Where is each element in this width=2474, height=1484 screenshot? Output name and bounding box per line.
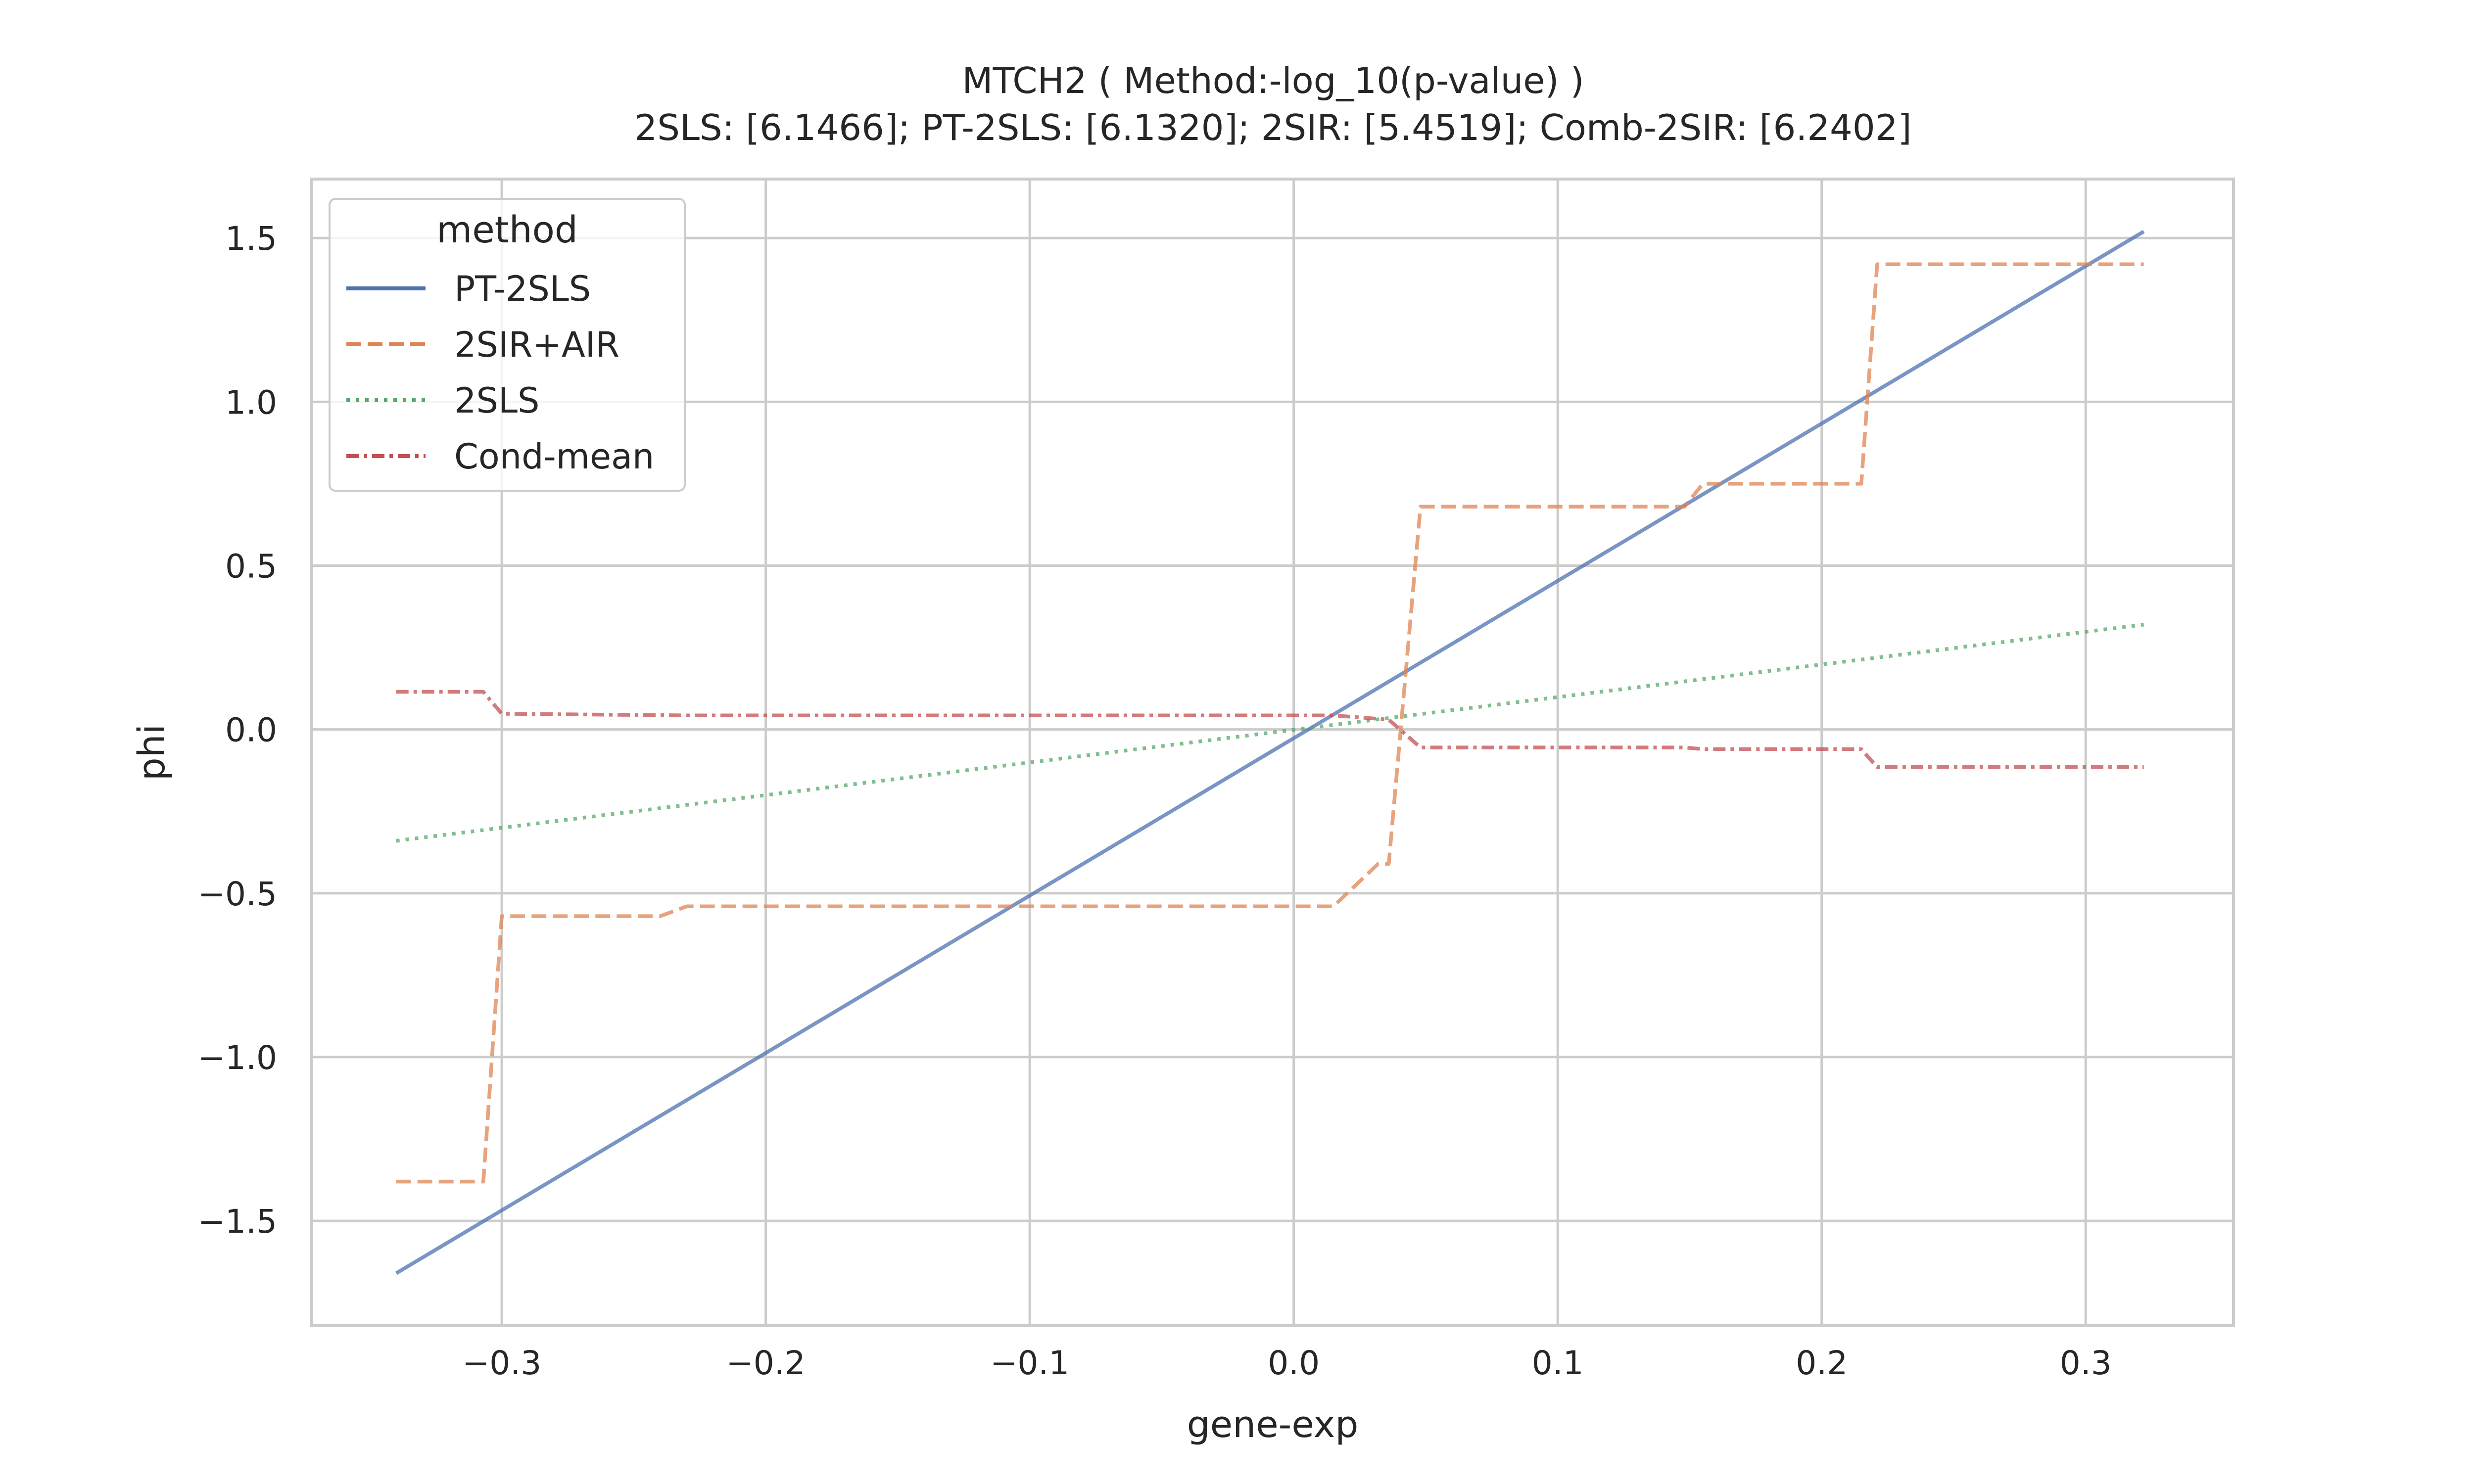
x-tick-label: −0.3 — [462, 1344, 541, 1382]
x-axis-label: gene-exp — [1187, 1403, 1359, 1446]
legend-box — [329, 198, 686, 492]
legend-label: 2SIR+AIR — [454, 325, 619, 365]
y-tick-label: 1.5 — [225, 220, 277, 258]
legend-entries: PT-2SLS 2SIR+AIR 2SLS Cond-mean — [346, 269, 654, 477]
y-tick-label: −0.5 — [198, 875, 277, 913]
chart-title: MTCH2 ( Method:-log_10(p-value) ) — [962, 60, 1584, 101]
series-line-2sir-air — [396, 262, 2144, 1184]
series-line-pt-2sls — [395, 230, 2145, 1275]
x-tick-label: 0.3 — [2060, 1344, 2112, 1382]
y-tick-label: 0.5 — [225, 547, 277, 585]
plot-frame — [310, 178, 2235, 1327]
tick-labels: −0.3 −0.2 −0.1 0.0 0.1 0.2 0.3 −1.5 −1.0 −0.5 0.0 0… — [198, 220, 2112, 1382]
x-tick-label: 0.2 — [1796, 1344, 1848, 1382]
legend: method PT-2SLS 2SIR+AIR 2SLS Cond-mean — [329, 198, 686, 492]
legend-label: 2SLS — [454, 380, 539, 421]
plot-lines — [395, 230, 2145, 1275]
legend-label: PT-2SLS — [454, 269, 591, 309]
x-tick-label: 0.1 — [1532, 1344, 1584, 1382]
y-tick-label: −1.0 — [198, 1039, 277, 1077]
y-tick-label: −1.5 — [198, 1203, 277, 1241]
grid — [312, 179, 2234, 1326]
legend-label: Cond-mean — [454, 436, 654, 477]
y-axis-label: phi — [131, 724, 173, 781]
x-tick-label: −0.2 — [726, 1344, 806, 1382]
y-tick-label: 0.0 — [225, 711, 277, 749]
legend-title: method — [436, 209, 578, 251]
x-tick-label: 0.0 — [1268, 1344, 1320, 1382]
chart-subtitle: 2SLS: [6.1466]; PT-2SLS: [6.1320]; 2SIR:… — [634, 107, 1911, 148]
x-tick-label: −0.1 — [990, 1344, 1069, 1382]
series-line-2sls — [396, 622, 2144, 843]
series-line-cond-mean — [396, 690, 2144, 769]
y-tick-label: 1.0 — [225, 383, 277, 421]
